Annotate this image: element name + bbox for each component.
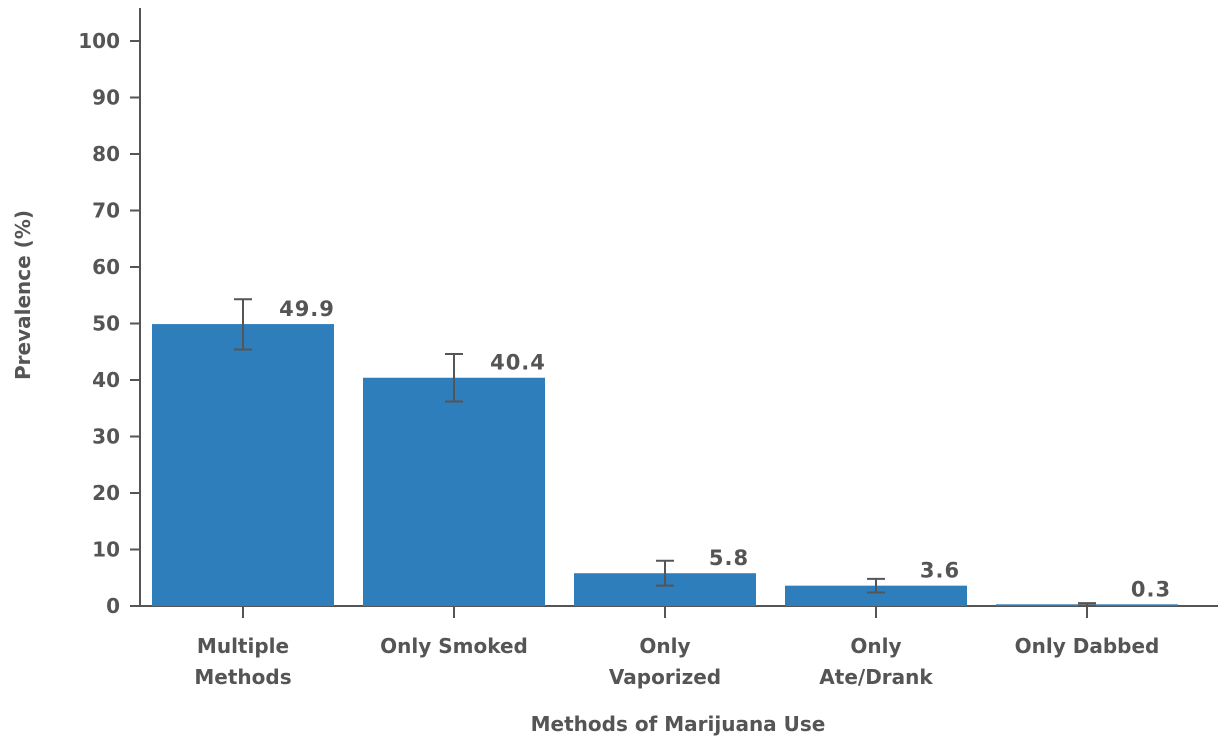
data-label: 3.6 <box>920 559 960 583</box>
y-axis-title: Prevalence (%) <box>11 210 35 380</box>
y-axis: 0 10 20 30 40 50 60 70 80 90 100 <box>78 8 140 618</box>
x-axis-title: Methods of Marijuana Use <box>531 712 826 736</box>
y-tick-label: 30 <box>92 425 120 449</box>
y-tick-label: 40 <box>92 368 120 392</box>
data-label: 5.8 <box>709 546 749 570</box>
x-tick-label: Only Smoked <box>380 634 528 658</box>
x-tick-label: Only Ate/Drank <box>819 634 933 689</box>
y-tick-label: 90 <box>92 86 120 110</box>
x-tick-label: Multiple Methods <box>194 634 291 689</box>
x-tick-label: Only Vaporized <box>609 634 721 689</box>
data-label: 40.4 <box>490 351 546 375</box>
x-axis: Multiple Methods Only Smoked Only Vaporized O… <box>140 606 1218 689</box>
data-label: 0.3 <box>1131 577 1171 601</box>
y-tick-label: 60 <box>92 255 120 279</box>
y-tick-label: 20 <box>92 481 120 505</box>
bar <box>363 378 545 606</box>
y-tick-label: 70 <box>92 199 120 223</box>
y-tick-label: 100 <box>78 29 120 53</box>
data-label: 49.9 <box>279 297 335 321</box>
y-tick-label: 50 <box>92 312 120 336</box>
y-tick-label: 0 <box>106 594 120 618</box>
y-tick-label: 80 <box>92 142 120 166</box>
bar <box>152 324 334 606</box>
x-tick-label: Only Dabbed <box>1015 634 1160 658</box>
y-tick-label: 10 <box>92 538 120 562</box>
